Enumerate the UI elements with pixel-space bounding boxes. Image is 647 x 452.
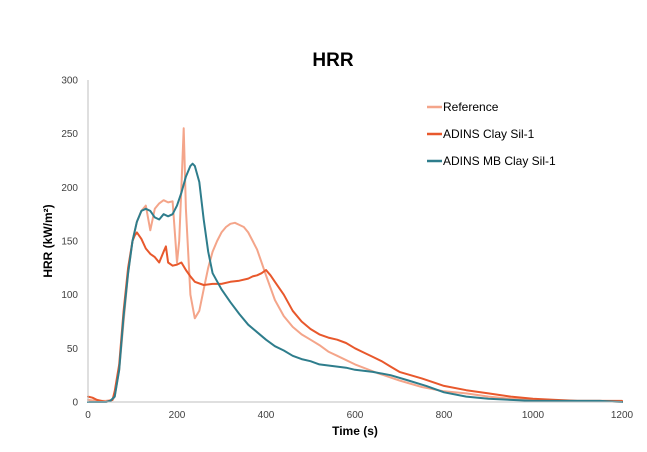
x-tick-label: 1000 <box>522 410 545 421</box>
legend-label-3: ADINS MB Clay Sil-1 <box>443 154 556 168</box>
x-tick-label: 800 <box>436 410 453 421</box>
series-line-2 <box>87 231 623 403</box>
x-tick-label: 1200 <box>611 410 634 421</box>
x-tick-label: 400 <box>258 410 275 421</box>
y-tick-label: 250 <box>61 129 78 140</box>
series-line-3 <box>87 162 623 403</box>
y-tick-label: 150 <box>61 237 78 248</box>
series-line-1 <box>87 127 623 403</box>
x-tick-label: 200 <box>169 410 186 421</box>
x-tick-label: 0 <box>85 410 91 421</box>
y-tick-label: 0 <box>72 398 78 409</box>
x-axis-title: Time (s) <box>332 424 378 438</box>
legend-label-2: ADINS Clay Sil-1 <box>443 127 535 141</box>
chart-title: HRR <box>312 50 353 71</box>
y-tick-label: 100 <box>61 290 78 301</box>
y-tick-labels: 0 50 100 150 200 250 300 <box>61 76 78 409</box>
y-axis-title: HRR (kW/m²) <box>41 204 55 277</box>
legend: Reference ADINS Clay Sil-1 ADINS MB Clay S… <box>427 100 556 168</box>
x-tick-label: 600 <box>347 410 364 421</box>
x-tick-labels: 0 200 400 600 800 1000 1200 <box>85 410 633 421</box>
y-tick-label: 200 <box>61 183 78 194</box>
legend-label-1: Reference <box>443 100 499 114</box>
y-tick-label: 300 <box>61 76 78 87</box>
y-tick-label: 50 <box>67 344 79 355</box>
plot-area <box>87 127 623 403</box>
